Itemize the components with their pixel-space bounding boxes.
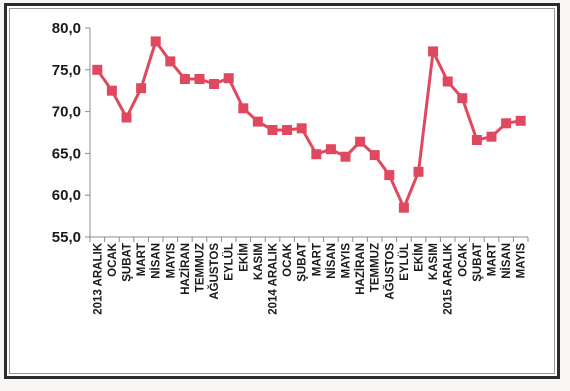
x-tick-label: MART	[136, 243, 148, 276]
data-point	[165, 56, 176, 67]
x-tick-label: KASIM	[428, 243, 440, 280]
x-tick-label: NİSAN	[500, 243, 513, 279]
x-tick-label: HAZİRAN	[354, 243, 367, 295]
x-tick-label: 2015 ARALIK	[443, 242, 455, 314]
x-tick-label: ŞUBAT	[297, 243, 309, 282]
x-tick-label: KASIM	[253, 243, 265, 280]
x-axis: 2013 ARALIK OCAK ŞUBAT MART NİSAN MAYIS HAZİRA…	[89, 236, 529, 315]
data-point	[355, 136, 366, 147]
series-line	[96, 39, 521, 210]
data-point	[223, 73, 234, 84]
data-point	[150, 36, 161, 47]
x-tick-label: EYLÜL	[398, 243, 411, 281]
x-tick-label: MAYIS	[341, 243, 353, 279]
x-tick-label: MAYIS	[165, 243, 177, 279]
data-point	[238, 103, 249, 114]
series-polyline	[96, 39, 521, 210]
x-tick-label: OCAK	[457, 242, 469, 277]
data-point	[92, 64, 103, 75]
x-tick-label: NİSAN	[325, 243, 338, 279]
data-point	[252, 116, 263, 127]
data-point	[121, 112, 132, 123]
data-point	[515, 115, 526, 126]
y-tick-label: 55,0	[52, 229, 81, 246]
x-tick-label: AĞUSTOS	[383, 243, 396, 300]
data-point	[340, 151, 351, 162]
x-tick-label: ŞUBAT	[122, 243, 134, 282]
x-tick-label: OCAK	[282, 242, 294, 277]
y-tick-label: 60,0	[52, 187, 81, 204]
x-tick-label: EKİM	[413, 243, 426, 272]
x-tick-label: EYLÜL	[223, 243, 236, 281]
x-tick-label: NİSAN	[150, 243, 163, 279]
data-point	[369, 150, 380, 161]
x-tick-label: 2014 ARALIK	[268, 242, 280, 314]
data-point	[267, 125, 278, 135]
data-point	[209, 79, 220, 89]
data-point	[311, 149, 322, 160]
data-point	[179, 74, 190, 84]
x-tick-label: EKİM	[237, 243, 250, 272]
data-point	[296, 123, 307, 134]
y-tick-label: 65,0	[52, 145, 81, 162]
data-point	[457, 93, 468, 104]
data-point	[194, 74, 205, 84]
y-tick-label: 75,0	[52, 62, 81, 79]
data-point	[384, 170, 395, 181]
y-axis: 80,0 75,0 70,0 65,0 60,0 55,0	[52, 20, 91, 246]
data-point	[428, 46, 439, 57]
data-point	[325, 144, 336, 155]
x-tick-label: TEMMUZ	[195, 243, 207, 292]
data-point	[486, 131, 497, 142]
x-tick-label: MART	[311, 243, 323, 276]
series-markers	[92, 36, 526, 213]
x-tick-label: TEMMUZ	[370, 243, 382, 292]
data-point	[282, 125, 293, 135]
data-point	[442, 76, 453, 87]
x-tick-label: MAYIS	[516, 243, 528, 279]
data-point	[136, 83, 147, 94]
x-tick-label: 2013 ARALIK	[92, 242, 104, 314]
data-point	[398, 202, 409, 213]
x-tick-label: OCAK	[107, 242, 119, 277]
x-tick-label: AĞUSTOS	[208, 243, 221, 300]
x-tick-label: MART	[487, 243, 499, 276]
x-tick-label: HAZİRAN	[179, 243, 192, 295]
y-tick-label: 80,0	[52, 20, 81, 37]
data-point	[413, 166, 424, 177]
data-point	[471, 135, 482, 145]
x-tick-label: ŞUBAT	[472, 243, 484, 282]
y-tick-label: 70,0	[52, 104, 81, 121]
data-point	[501, 118, 512, 129]
data-point	[106, 85, 117, 96]
